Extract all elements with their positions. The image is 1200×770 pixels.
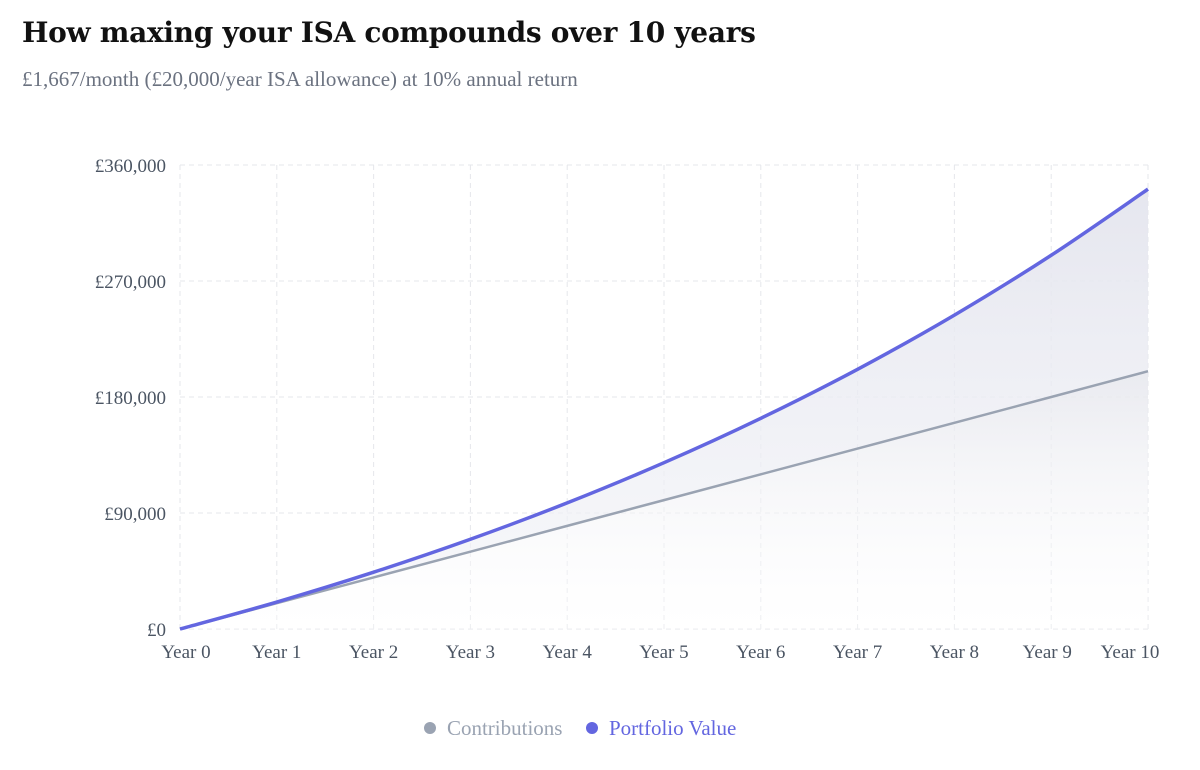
- y-tick-label: £90,000: [104, 504, 166, 525]
- x-tick-label: Year 4: [543, 642, 593, 663]
- series-lines: [179, 187, 1149, 631]
- portfolio-value-line: [179, 187, 1149, 631]
- x-tick-label: Year 3: [446, 642, 495, 663]
- contributions-line: [179, 370, 1149, 631]
- y-axis: £0 £90,000 £180,000 £270,000 £360,000: [95, 156, 166, 641]
- y-tick-label: £270,000: [95, 272, 166, 293]
- legend-dot-contributions: [423, 722, 436, 734]
- y-tick-label: £360,000: [95, 156, 166, 177]
- x-tick-label: Year 0: [161, 642, 210, 663]
- x-tick-label: Year 1: [252, 642, 301, 663]
- x-tick-label: Year 9: [1023, 642, 1072, 663]
- x-tick-label: Year 2: [349, 642, 398, 663]
- legend-label-portfolio-value: Portfolio Value: [608, 716, 737, 740]
- chart-title: How maxing your ISA compounds over 10 ye…: [22, 16, 756, 49]
- chart-area: £0 £90,000 £180,000 £270,000 £360,000 Year 0…: [95, 156, 1160, 663]
- y-tick-label: £180,000: [95, 388, 166, 409]
- x-tick-label: Year 5: [639, 642, 688, 663]
- legend: Contributions Portfolio Value: [0, 716, 1160, 741]
- legend-item-contributions[interactable]: Contributions: [423, 716, 563, 741]
- x-tick-label: Year 6: [736, 642, 785, 663]
- legend-item-portfolio-value[interactable]: Portfolio Value: [585, 716, 737, 741]
- growth-area: [180, 189, 1148, 630]
- y-tick-label: £0: [147, 620, 166, 641]
- x-tick-label: Year 10: [1101, 642, 1160, 663]
- x-tick-label: Year 7: [833, 642, 882, 663]
- x-axis: Year 0 Year 1 Year 2 Year 3 Year 4 Year 5 Year…: [161, 642, 1159, 663]
- legend-label-contributions: Contributions: [446, 716, 563, 740]
- legend-dot-portfolio-value: [585, 722, 598, 734]
- chart-subtitle: £1,667/month (£20,000/year ISA allowance…: [22, 67, 578, 91]
- x-tick-label: Year 8: [930, 642, 979, 663]
